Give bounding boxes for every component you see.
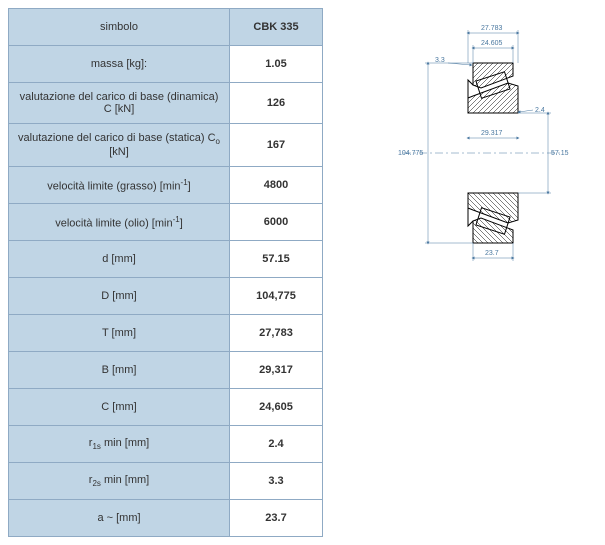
row-value: 24,605 (230, 389, 323, 426)
row-label: d [mm] (9, 241, 230, 278)
row-label: valutazione del carico di base (dinamica… (9, 83, 230, 124)
dim-d: 57.15 (551, 150, 569, 157)
row-label: velocità limite (olio) [min-1] (9, 204, 230, 241)
row-label: D [mm] (9, 278, 230, 315)
dim-a: 23.7 (485, 250, 499, 257)
row-value: 4800 (230, 167, 323, 204)
row-label: T [mm] (9, 315, 230, 352)
header-symbol: simbolo (9, 9, 230, 46)
row-label: velocità limite (grasso) [min-1] (9, 167, 230, 204)
row-label: B [mm] (9, 352, 230, 389)
row-value: 27,783 (230, 315, 323, 352)
row-value: 29,317 (230, 352, 323, 389)
spec-table: simbolo CBK 335 massa [kg]:1.05valutazio… (8, 8, 323, 537)
row-label: massa [kg]: (9, 46, 230, 83)
row-value: 23.7 (230, 500, 323, 537)
row-value: 2.4 (230, 426, 323, 463)
row-value: 57.15 (230, 241, 323, 278)
row-label: r2s min [mm] (9, 463, 230, 500)
row-label: C [mm] (9, 389, 230, 426)
dim-D: 104.775 (398, 150, 423, 157)
row-value: 104,775 (230, 278, 323, 315)
dim-C: 24.605 (481, 40, 503, 47)
row-label: valutazione del carico di base (statica)… (9, 124, 230, 167)
row-value: 6000 (230, 204, 323, 241)
row-value: 3.3 (230, 463, 323, 500)
dim-B: 29.317 (481, 130, 503, 137)
bearing-diagram: 27.783 24.605 3.3 2.4 29.317 104.775 (373, 18, 573, 268)
header-model: CBK 335 (230, 9, 323, 46)
row-label: a ~ [mm] (9, 500, 230, 537)
row-label: r1s min [mm] (9, 426, 230, 463)
row-value: 1.05 (230, 46, 323, 83)
dim-T: 27.783 (481, 25, 503, 32)
row-value: 126 (230, 83, 323, 124)
row-value: 167 (230, 124, 323, 167)
